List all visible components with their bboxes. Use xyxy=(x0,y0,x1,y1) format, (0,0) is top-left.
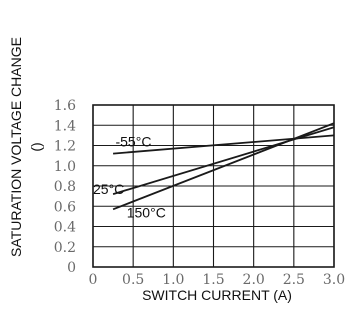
series-label: 150°C xyxy=(127,204,166,220)
series-line xyxy=(112,122,335,211)
y-tick-labels: 0 0.2 0.4 0.6 0.8 1.0 1.2 1.4 1.6 xyxy=(54,98,76,276)
x-tick-label: 1.5 xyxy=(202,272,224,288)
y-tick-label: 1.2 xyxy=(54,139,76,155)
y-tick-label: 1.6 xyxy=(54,98,76,114)
x-tick-label: 1.0 xyxy=(162,272,184,288)
x-tick-label: 2.5 xyxy=(283,272,305,288)
y-tick-label: 0.6 xyxy=(54,199,76,215)
x-tick-label: 0 xyxy=(89,272,98,288)
series-label: 25°C xyxy=(93,181,124,197)
x-tick-label: 2.0 xyxy=(243,272,265,288)
x-tick-labels: 0 0.5 1.0 1.5 2.0 2.5 3.0 xyxy=(89,272,346,288)
y-tick-label: 1.4 xyxy=(54,118,76,134)
y-tick-label: 0.2 xyxy=(54,240,76,256)
y-tick-label: 1.0 xyxy=(54,159,76,175)
y-tick-label: 0 xyxy=(67,260,76,276)
plot-frame xyxy=(92,104,335,268)
x-axis-title: SWITCH CURRENT (A) xyxy=(142,287,292,303)
grid xyxy=(92,104,335,268)
curves xyxy=(112,122,335,211)
y-axis-title-unit: () xyxy=(28,142,44,151)
series-label: -55°C xyxy=(115,133,151,149)
x-tick-label: 0.5 xyxy=(122,272,144,288)
y-tick-label: 0.4 xyxy=(54,220,76,236)
y-axis-title: SATURATION VOLTAGE CHANGE xyxy=(8,37,24,257)
y-tick-label: 0.8 xyxy=(54,179,76,195)
x-tick-label: 3.0 xyxy=(323,272,345,288)
